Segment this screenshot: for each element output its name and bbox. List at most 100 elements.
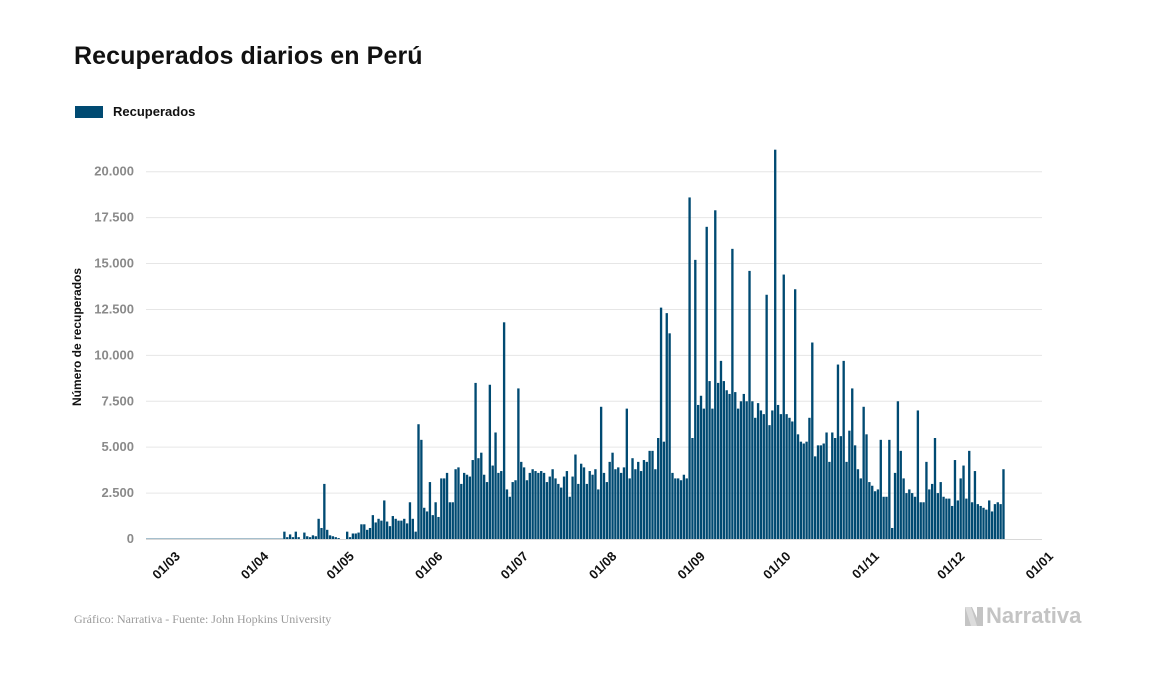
bar [545,482,549,539]
bar [925,461,928,539]
bar [816,445,820,539]
bar [522,467,526,539]
bar [574,454,577,539]
bar [759,410,763,539]
bar [531,469,534,539]
bar [428,482,432,539]
bar [785,414,788,539]
bar [722,381,725,539]
bar [542,472,546,539]
bar [454,469,457,539]
bar [577,483,580,539]
bar [331,536,335,539]
bar [805,441,808,539]
bar [876,489,880,539]
bar [796,434,800,539]
bar [691,438,694,539]
bar [714,210,717,540]
y-tick-label: 15.000 [94,256,134,271]
bar [619,472,623,539]
bar [437,516,440,539]
bar [363,524,366,539]
bar [388,526,392,539]
bar [822,443,825,539]
bar [659,307,663,539]
bar [611,452,614,539]
bar [625,408,628,539]
x-tick-label: 01/05 [323,549,357,583]
bar [591,474,594,539]
bar [557,483,560,539]
bar [517,388,520,539]
bar [408,502,412,539]
bar [394,518,397,539]
bar [728,393,731,539]
bar [696,404,700,539]
bar [588,471,591,539]
bar [739,401,743,539]
bar [839,436,842,539]
bar [562,476,566,539]
bar [968,450,971,539]
bar [328,535,332,539]
bar [628,478,631,539]
bar [463,472,466,539]
bar [317,518,320,539]
bar [725,390,728,539]
bar [908,489,911,539]
bar [337,538,340,539]
bar [374,522,377,539]
bar [736,408,740,539]
bar [859,478,862,539]
bar [842,360,845,539]
bar [482,474,486,539]
bar [825,432,828,539]
bar [873,491,877,539]
bar [505,489,509,539]
bar [451,502,454,539]
bar [836,364,840,539]
bar [976,504,979,539]
bar [334,537,337,539]
bar [385,521,389,539]
bar [833,438,837,539]
grid-lines [146,171,1042,494]
bar [930,483,934,539]
y-tick-label: 0 [127,531,134,546]
x-tick-label: 01/07 [497,549,531,583]
bar [677,478,680,539]
bar [323,483,326,539]
bar [851,388,854,539]
bar [679,480,683,539]
bar [571,476,574,539]
bar [423,507,426,539]
bar [500,471,503,539]
bar [985,509,988,539]
bar [799,441,803,539]
bar [397,520,400,539]
bar [400,520,403,539]
x-tick-label: 01/09 [674,549,708,583]
bar [956,500,959,539]
bar [440,478,443,539]
bar [902,478,905,539]
bar [933,438,937,539]
bar [748,270,751,539]
bar [605,482,609,539]
bar [411,518,414,539]
y-axis-ticks: 0 2.500 5.000 7.500 10.000 12.500 15.000 17.500… [94,164,134,546]
bar [771,410,774,539]
bar [996,502,999,539]
bar [540,471,543,539]
bar [622,467,626,539]
bar [791,421,794,539]
bar [597,489,600,539]
bar [348,537,352,539]
bar [808,417,811,539]
bar [682,474,686,539]
bar [731,248,734,539]
x-tick-label: 01/11 [849,549,882,582]
bar [480,452,483,539]
bar [554,478,557,539]
bar [639,471,643,539]
